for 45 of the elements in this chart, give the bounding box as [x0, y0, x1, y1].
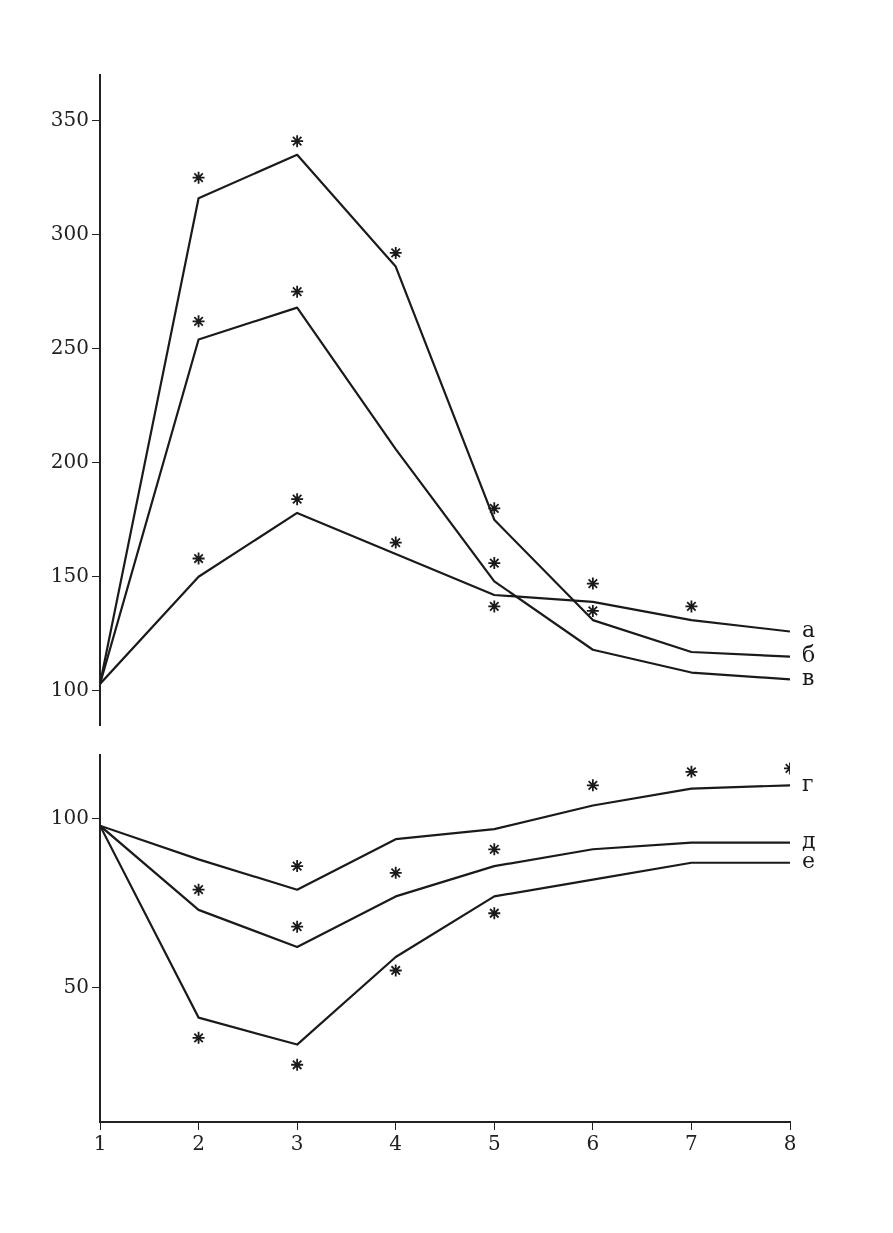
point	[388, 535, 403, 550]
point	[191, 1030, 206, 1045]
point	[191, 314, 206, 329]
series-label: а	[802, 617, 816, 643]
series-label: б	[802, 642, 816, 668]
point	[684, 764, 699, 779]
point	[290, 919, 305, 934]
y-tick-label: 350	[50, 106, 89, 131]
y-tick-label: 300	[50, 220, 89, 245]
point	[585, 576, 600, 591]
point	[388, 246, 403, 260]
x-tick-label: 2	[192, 1131, 205, 1156]
y-tick-label: 200	[50, 448, 89, 473]
y-tick-label: 150	[50, 562, 89, 587]
point	[585, 604, 600, 618]
point	[684, 599, 699, 614]
point	[388, 865, 403, 880]
y-tick-label: 250	[50, 334, 89, 359]
point	[388, 963, 403, 978]
series-label: г	[802, 771, 814, 797]
point	[290, 134, 305, 149]
point	[487, 599, 502, 614]
point	[487, 556, 502, 570]
x-tick-label: 3	[290, 1131, 304, 1156]
series-label: в	[802, 665, 815, 691]
x-tick-label: 5	[487, 1131, 501, 1156]
point	[191, 551, 206, 566]
point	[191, 882, 206, 897]
x-tick-label: 7	[685, 1131, 698, 1156]
y-tick-label: 50	[63, 973, 89, 998]
y-tick-label: 100	[50, 805, 89, 830]
point	[487, 501, 502, 516]
point	[290, 492, 305, 507]
point	[487, 842, 502, 857]
point	[585, 778, 600, 793]
x-tick-label: 6	[586, 1131, 600, 1156]
y-tick-label: 100	[50, 676, 89, 701]
x-tick-label: 4	[389, 1131, 403, 1156]
point	[487, 906, 502, 921]
point	[290, 284, 305, 299]
point	[290, 859, 305, 874]
point	[290, 1057, 305, 1072]
x-tick-label: 1	[93, 1131, 107, 1156]
point	[191, 170, 206, 185]
x-tick-label: 8	[783, 1131, 797, 1156]
